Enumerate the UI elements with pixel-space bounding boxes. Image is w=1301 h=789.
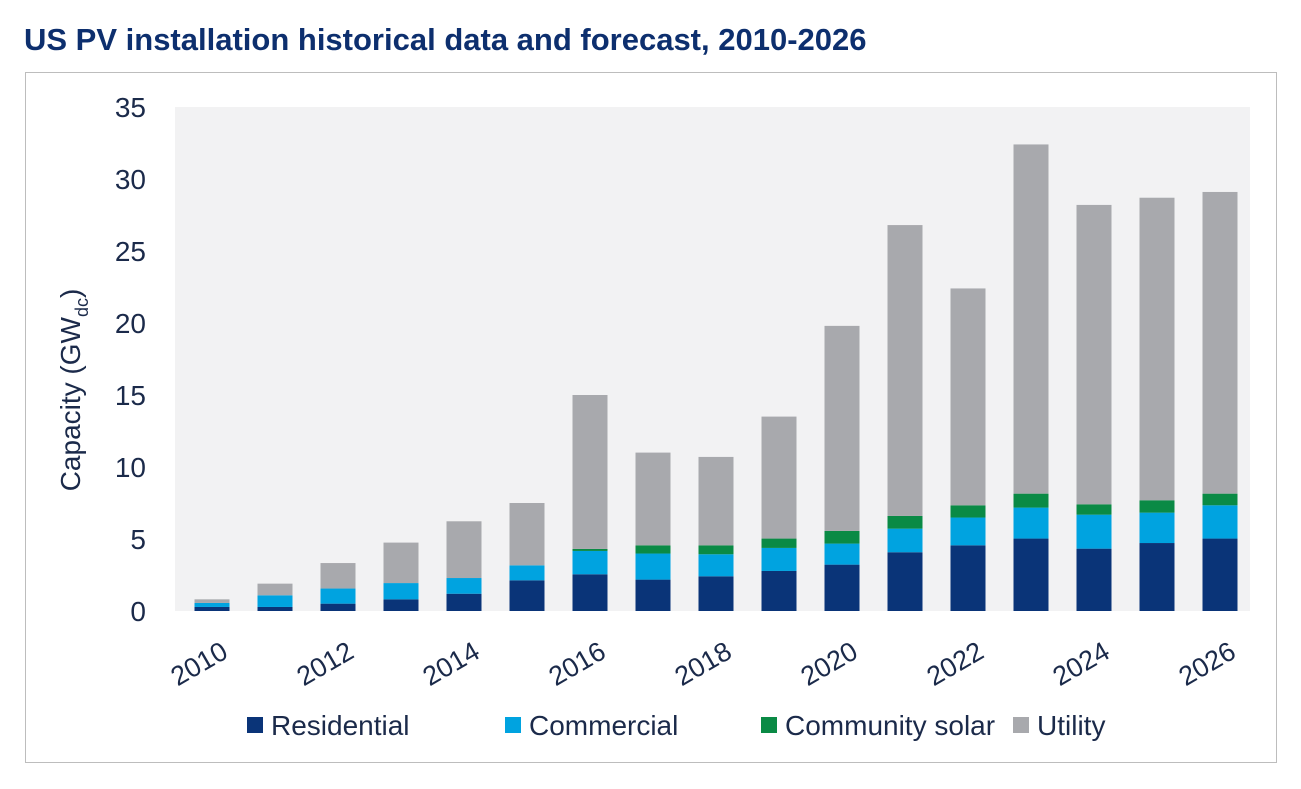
bar-2021-community-solar bbox=[887, 515, 923, 529]
bar-2020-utility bbox=[824, 325, 860, 531]
y-tick-label: 5 bbox=[130, 524, 146, 555]
bar-2011-utility bbox=[257, 583, 293, 596]
bar-2017-residential bbox=[635, 579, 671, 611]
y-tick-label: 15 bbox=[115, 380, 146, 411]
bar-2022-residential bbox=[950, 545, 986, 611]
bar-2023-utility bbox=[1013, 144, 1049, 494]
bar-2019-utility bbox=[761, 416, 797, 539]
x-tick-label: 2026 bbox=[1174, 636, 1241, 692]
bar-2021-commercial bbox=[887, 528, 923, 553]
bar-2019-community-solar bbox=[761, 538, 797, 548]
bar-2013-utility bbox=[383, 542, 419, 584]
x-tick-label: 2022 bbox=[922, 636, 989, 692]
y-tick-label: 20 bbox=[115, 308, 146, 339]
y-axis-label: Capacity (GWdc) bbox=[55, 289, 92, 492]
bar-2023-commercial bbox=[1013, 507, 1049, 539]
chart-frame bbox=[25, 72, 1277, 763]
bar-2014-utility bbox=[446, 521, 482, 579]
bar-2025-commercial bbox=[1139, 512, 1175, 544]
bar-2015-utility bbox=[509, 503, 545, 566]
bar-2017-commercial bbox=[635, 553, 671, 580]
bar-2012-commercial bbox=[320, 588, 356, 604]
y-tick-label: 0 bbox=[130, 596, 146, 627]
bar-2023-community-solar bbox=[1013, 493, 1049, 508]
bar-2025-residential bbox=[1139, 543, 1175, 611]
legend-label: Community solar bbox=[785, 710, 995, 741]
bar-2010-utility bbox=[194, 599, 230, 603]
bar-2015-commercial bbox=[509, 565, 545, 581]
bar-2021-utility bbox=[887, 225, 923, 516]
bar-2016-commercial bbox=[572, 550, 608, 575]
bar-2024-commercial bbox=[1076, 514, 1112, 549]
bar-2017-utility bbox=[635, 452, 671, 546]
chart-title: US PV installation historical data and f… bbox=[24, 22, 867, 57]
legend-label: Utility bbox=[1037, 710, 1105, 741]
x-tick-label: 2014 bbox=[418, 636, 485, 692]
bars bbox=[194, 144, 1238, 611]
legend-swatch bbox=[247, 717, 263, 733]
bar-2021-residential bbox=[887, 552, 923, 611]
bar-2016-utility bbox=[572, 395, 608, 549]
bar-2010-residential bbox=[194, 606, 230, 611]
bar-2019-residential bbox=[761, 570, 797, 611]
x-ticks: 2010 2012 2014 2016 2018 2020 2022 2024 2026 bbox=[166, 636, 1241, 692]
bar-2010-commercial bbox=[194, 602, 230, 607]
bar-2026-community-solar bbox=[1202, 493, 1238, 506]
y-ticks: 0 5 10 15 20 25 30 35 bbox=[115, 92, 146, 627]
y-tick-label: 25 bbox=[115, 236, 146, 267]
bar-2020-residential bbox=[824, 564, 860, 611]
bar-2019-commercial bbox=[761, 547, 797, 571]
bar-2011-residential bbox=[257, 606, 293, 611]
bar-2018-commercial bbox=[698, 554, 734, 577]
legend-swatch bbox=[761, 717, 777, 733]
bar-2013-residential bbox=[383, 599, 419, 611]
bar-2018-residential bbox=[698, 576, 734, 611]
legend-label: Commercial bbox=[529, 710, 678, 741]
bar-2024-utility bbox=[1076, 204, 1112, 505]
y-tick-label: 35 bbox=[115, 92, 146, 123]
bar-2022-community-solar bbox=[950, 505, 986, 518]
bar-2017-community-solar bbox=[635, 545, 671, 554]
bar-2015-residential bbox=[509, 580, 545, 611]
bar-2012-residential bbox=[320, 603, 356, 611]
legend-label: Residential bbox=[271, 710, 410, 741]
bar-2014-residential bbox=[446, 593, 482, 611]
bar-2026-commercial bbox=[1202, 505, 1238, 539]
bar-2026-residential bbox=[1202, 538, 1238, 611]
bar-2013-commercial bbox=[383, 583, 419, 600]
bar-2025-community-solar bbox=[1139, 500, 1175, 513]
x-tick-label: 2010 bbox=[166, 636, 233, 692]
legend-swatch bbox=[505, 717, 521, 733]
y-tick-label: 30 bbox=[115, 164, 146, 195]
bar-2024-residential bbox=[1076, 548, 1112, 611]
y-tick-label: 10 bbox=[115, 452, 146, 483]
bar-2020-community-solar bbox=[824, 530, 860, 544]
bar-2016-community-solar bbox=[572, 548, 608, 551]
bar-2022-commercial bbox=[950, 517, 986, 546]
legend-swatch bbox=[1013, 717, 1029, 733]
x-tick-label: 2012 bbox=[292, 636, 359, 692]
x-tick-label: 2024 bbox=[1048, 636, 1115, 692]
bar-2025-utility bbox=[1139, 197, 1175, 501]
x-tick-label: 2018 bbox=[670, 636, 737, 692]
x-tick-label: 2020 bbox=[796, 636, 863, 692]
legend: Residential Commercial Community solar Util… bbox=[247, 710, 1105, 741]
bar-2020-commercial bbox=[824, 543, 860, 565]
bar-2023-residential bbox=[1013, 538, 1049, 611]
x-tick-label: 2016 bbox=[544, 636, 611, 692]
bar-2018-community-solar bbox=[698, 545, 734, 555]
bar-2012-utility bbox=[320, 563, 356, 589]
bar-2018-utility bbox=[698, 456, 734, 546]
bar-2016-residential bbox=[572, 574, 608, 611]
bar-2014-commercial bbox=[446, 578, 482, 594]
bar-2026-utility bbox=[1202, 191, 1238, 494]
bar-2011-commercial bbox=[257, 595, 293, 607]
bar-2022-utility bbox=[950, 288, 986, 506]
bar-2024-community-solar bbox=[1076, 504, 1112, 515]
